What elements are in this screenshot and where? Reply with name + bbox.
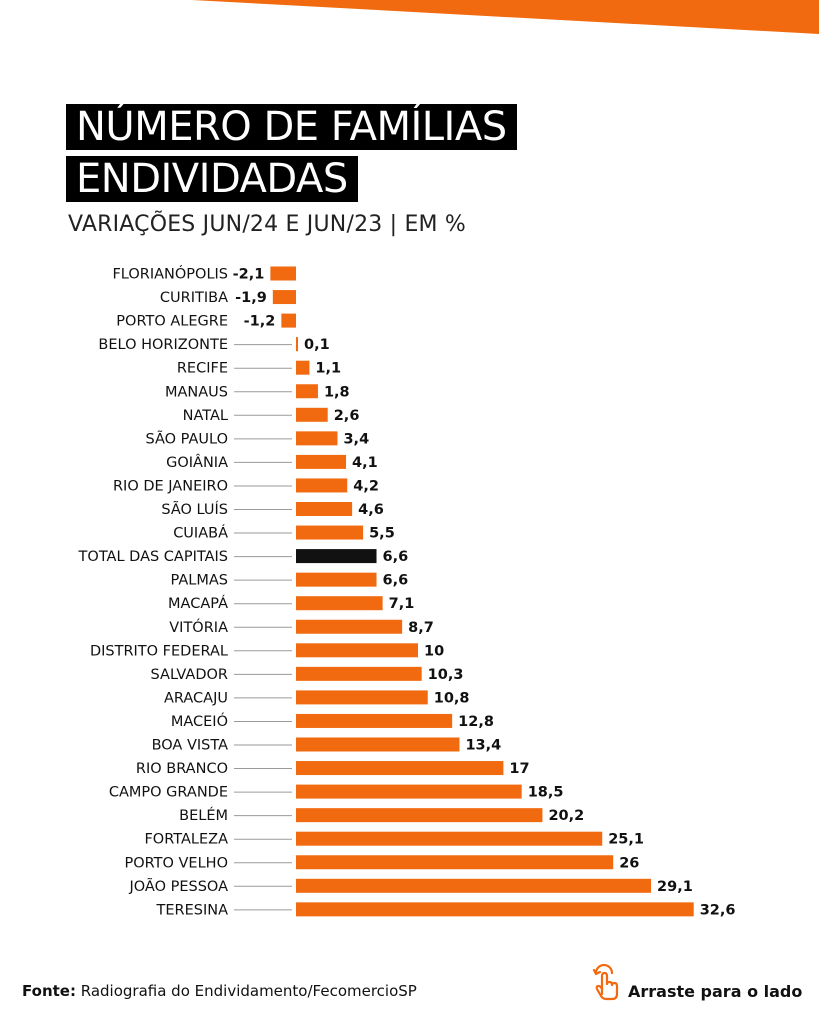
bar [296,643,418,658]
bar [296,831,603,846]
category-label: CUIABÁ [173,525,228,542]
value-label: 18,5 [528,785,564,801]
top-accent-stripe [192,0,819,34]
value-label: 1,8 [324,384,350,400]
bar [296,502,353,516]
category-label: RIO BRANCO [136,761,228,777]
category-label: TERESINA [155,902,228,918]
category-label: MACEIÓ [171,712,228,730]
value-label: 25,1 [608,832,644,848]
value-label: 4,2 [353,478,379,494]
category-label: BOA VISTA [152,738,229,754]
value-label: -1,9 [235,290,267,306]
category-label: JOÃO PESSOA [128,878,228,895]
value-label: 6,6 [383,573,409,589]
bar [296,690,428,705]
swipe-hand-icon [592,963,622,1006]
bar [296,407,328,422]
value-label: 12,8 [458,714,494,730]
category-label: RECIFE [177,361,228,377]
value-label: 26 [619,855,639,871]
value-label: 1,1 [315,361,341,377]
category-label: FORTALEZA [144,832,228,848]
category-label: PALMAS [171,573,228,589]
value-label: 20,2 [548,808,584,824]
category-label: SÃO LUÍS [161,501,228,518]
category-label: BELO HORIZONTE [98,337,228,353]
source-note: Fonte: Radiografia do Endividamento/Feco… [22,982,417,1000]
bar [296,713,453,728]
bar [296,666,422,681]
category-label: FLORIANÓPOLIS [112,265,228,283]
category-label: CURITIBA [160,290,228,306]
chart-title-line-1: NÚMERO DE FAMÍLIAS [66,104,517,150]
value-label: 10,3 [428,667,464,683]
bar [296,431,338,446]
value-label: 4,1 [352,455,378,471]
category-label: PORTO VELHO [124,855,228,871]
value-label: 8,7 [408,620,434,636]
category-label: BELÉM [179,807,228,824]
bar [296,737,460,752]
value-label: 2,6 [334,408,360,424]
category-label: MANAUS [165,384,228,400]
bar [296,525,364,540]
bar [281,313,296,328]
value-label: 10,8 [434,690,470,706]
value-label: 10 [424,643,444,659]
value-label: 32,6 [700,902,736,918]
category-label: PORTO ALEGRE [116,314,228,330]
category-label: MACAPÁ [168,595,228,612]
bar [296,454,347,469]
category-label: VITÓRIA [169,618,228,636]
bar-chart: FLORIANÓPOLIS -2,1 CURITIBA -1,9 PORTO ALEGR… [78,265,736,919]
bar [296,596,383,611]
bar [272,290,296,305]
bar [296,384,318,399]
value-label: 7,1 [389,596,415,612]
category-label: SALVADOR [151,667,228,683]
bar [296,855,614,870]
value-label: -1,2 [244,314,276,330]
chart-title-line-2: ENDIVIDADAS [66,156,358,202]
value-label: 4,6 [358,502,384,518]
category-label: SÃO PAULO [146,430,228,447]
value-label: 17 [509,761,529,777]
bar [296,902,694,917]
category-label: TOTAL DAS CAPITAIS [78,549,228,565]
value-label: 29,1 [657,879,693,895]
bar [296,572,377,587]
category-label: GOIÂNIA [166,453,228,471]
value-label: -2,1 [233,267,265,283]
category-label: ARACAJU [164,690,228,706]
value-label: 3,4 [343,431,369,447]
category-label: RIO DE JANEIRO [113,478,228,494]
value-label: 5,5 [369,526,395,542]
value-label: 13,4 [465,738,501,754]
value-label: 6,6 [383,549,409,565]
bar [296,478,348,493]
value-label: 0,1 [304,337,330,353]
category-label: NATAL [183,408,228,424]
bar [296,360,310,375]
category-label: CAMPO GRANDE [109,785,228,801]
bar [296,337,298,352]
bar [296,878,652,893]
bar [296,619,403,634]
bar [296,761,504,776]
bar [296,784,522,799]
bar-total [296,549,377,564]
swipe-label: Arraste para o lado [628,981,803,1001]
category-label: DISTRITO FEDERAL [90,643,228,659]
source-label: Fonte: [22,982,76,1000]
bar [270,266,296,281]
bar [296,808,543,823]
swipe-hint[interactable]: Arraste para o lado [592,963,803,1006]
chart-subtitle: VARIAÇÕES JUN/24 E JUN/23 | EM % [68,212,467,237]
source-text: Radiografia do Endividamento/FecomercioS… [75,982,417,1000]
